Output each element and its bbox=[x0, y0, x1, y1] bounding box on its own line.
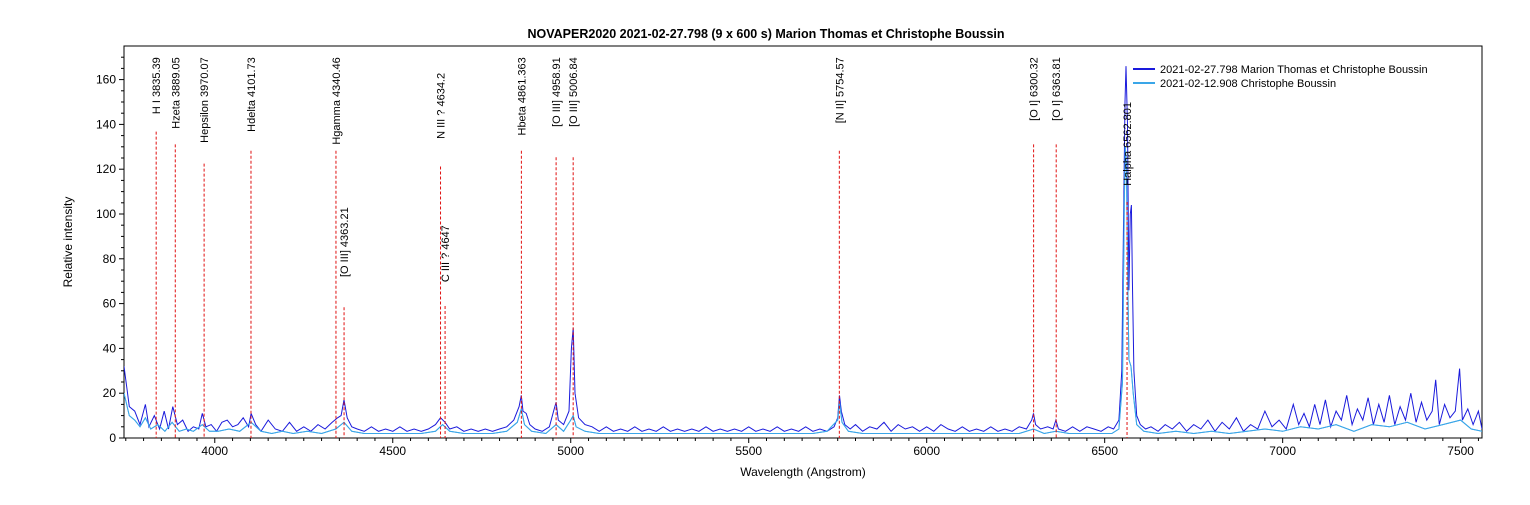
plot-frame bbox=[123, 45, 1483, 439]
annotation-label: Hepsilon 3970.07 bbox=[199, 57, 211, 143]
x-tick-label: 7000 bbox=[1269, 444, 1296, 458]
y-tick-label: 160 bbox=[96, 73, 116, 87]
annotation-label: Hdelta 4101.73 bbox=[246, 57, 258, 132]
annotation-label: [O III] 4363.21 bbox=[339, 207, 351, 277]
annotation-label: [O III] 5006.84 bbox=[568, 57, 580, 127]
annotation-label: [O I] 6300.32 bbox=[1029, 57, 1041, 121]
y-tick-label: 40 bbox=[103, 341, 117, 355]
x-tick-label: 6500 bbox=[1091, 444, 1118, 458]
legend-entry: 2021-02-27.798 Marion Thomas et Christop… bbox=[1160, 64, 1428, 76]
y-tick-label: 60 bbox=[103, 297, 117, 311]
y-tick-label: 120 bbox=[96, 162, 116, 176]
plot-area: 4000 4500 5000 5500 6000 6500 7000 7500 0 20 40 60 8… bbox=[96, 45, 1483, 458]
y-tick-label: 100 bbox=[96, 207, 116, 221]
legend-entry: 2021-02-12.908 Christophe Boussin bbox=[1160, 78, 1336, 90]
series-line-2-overlay bbox=[124, 146, 1482, 435]
annotation-label: Hbeta 4861.363 bbox=[516, 57, 528, 135]
x-tick-label: 4000 bbox=[201, 444, 228, 458]
x-axis-label: Wavelength (Angstrom) bbox=[740, 465, 866, 479]
annotation-label: C III ? 4647 bbox=[440, 225, 452, 282]
y-tick-label: 80 bbox=[103, 252, 117, 266]
y-tick-label: 140 bbox=[96, 117, 116, 131]
y-axis-label: Relative intensity bbox=[61, 197, 75, 288]
annotation-label: Halpha 6562.801 bbox=[1122, 102, 1134, 186]
annotation-label: [O I] 6363.81 bbox=[1051, 57, 1063, 121]
x-tick-label: 7500 bbox=[1447, 444, 1474, 458]
annotation-label: Hzeta 3889.05 bbox=[170, 57, 182, 129]
x-tick-label: 6000 bbox=[913, 444, 940, 458]
y-tick-label: 20 bbox=[103, 386, 117, 400]
annotation-label: Hgamma 4340.46 bbox=[331, 57, 343, 144]
annotation-label: H I 3835.39 bbox=[151, 57, 163, 114]
series-line-1 bbox=[124, 66, 1482, 433]
series-line-2 bbox=[124, 146, 1482, 435]
x-tick-label: 5000 bbox=[557, 444, 584, 458]
chart-title: NOVAPER2020 2021-02-27.798 (9 x 600 s) M… bbox=[527, 27, 1004, 41]
x-tick-label: 4500 bbox=[379, 444, 406, 458]
x-tick-label: 5500 bbox=[735, 444, 762, 458]
annotation-label: [O III] 4958.91 bbox=[551, 57, 563, 127]
annotation-label: N III ? 4634.2 bbox=[436, 73, 448, 139]
y-tick-label: 0 bbox=[109, 431, 116, 445]
annotation-label: [N II] 5754.57 bbox=[834, 57, 846, 123]
